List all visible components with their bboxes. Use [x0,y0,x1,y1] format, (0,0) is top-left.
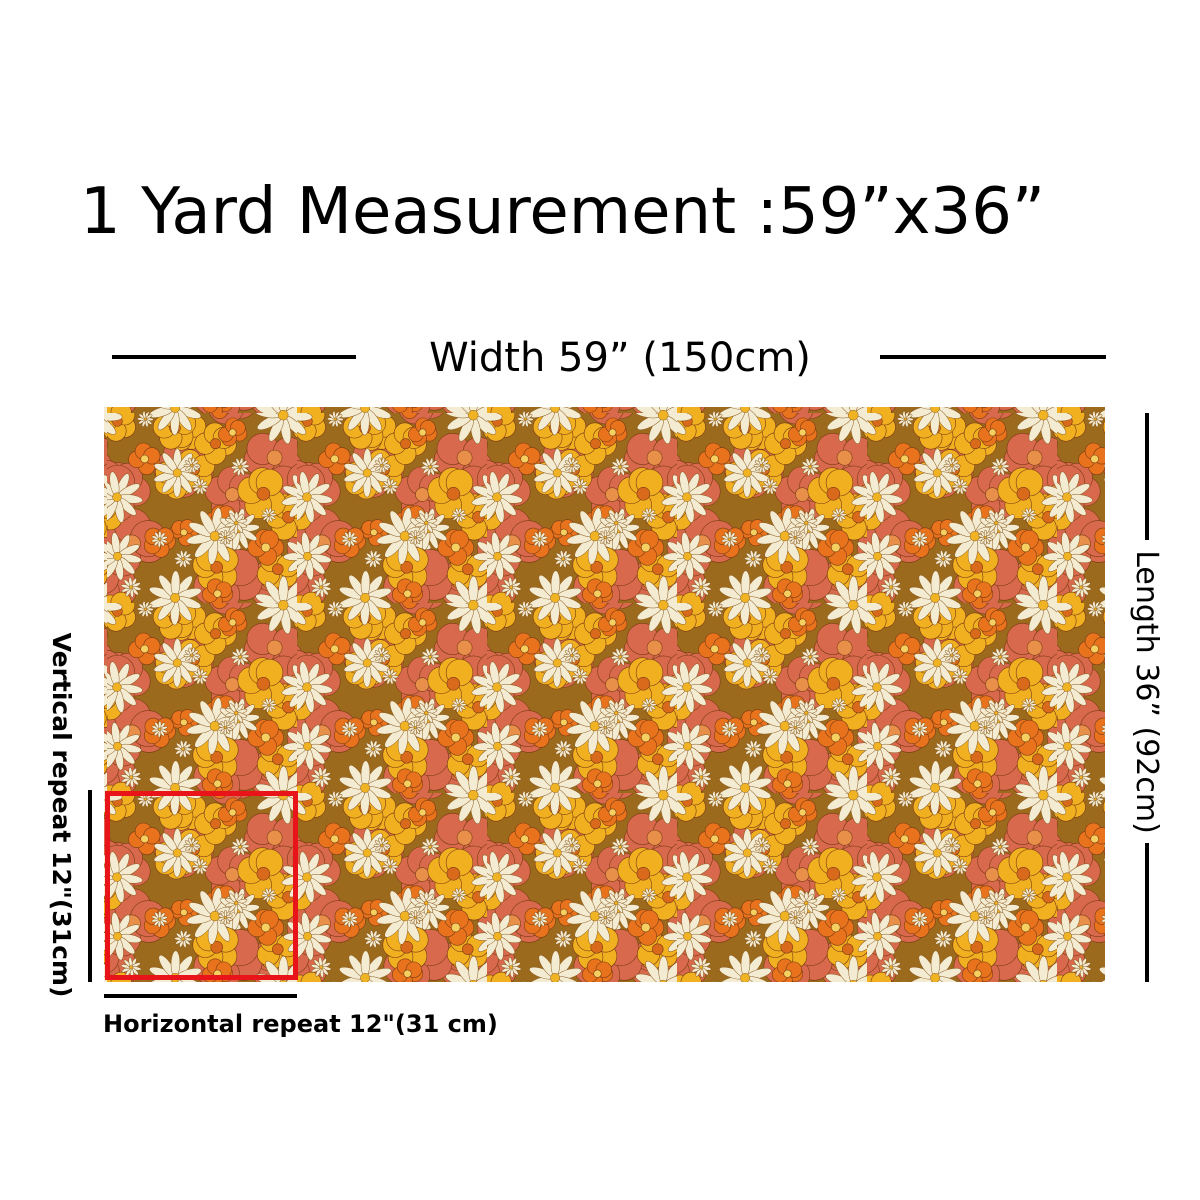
repeat-box [105,791,298,980]
horizontal-repeat-label: Horizontal repeat 12"(31 cm) [103,1010,498,1038]
title: 1 Yard Measurement :59”x36” [80,175,1045,249]
fabric [104,407,1105,982]
width-label: Width 59” (150cm) [429,335,811,381]
vertical-repeat-label: Vertical repeat 12"(31cm) [47,633,76,998]
length-label: Length 36” (92cm) [1129,550,1164,834]
